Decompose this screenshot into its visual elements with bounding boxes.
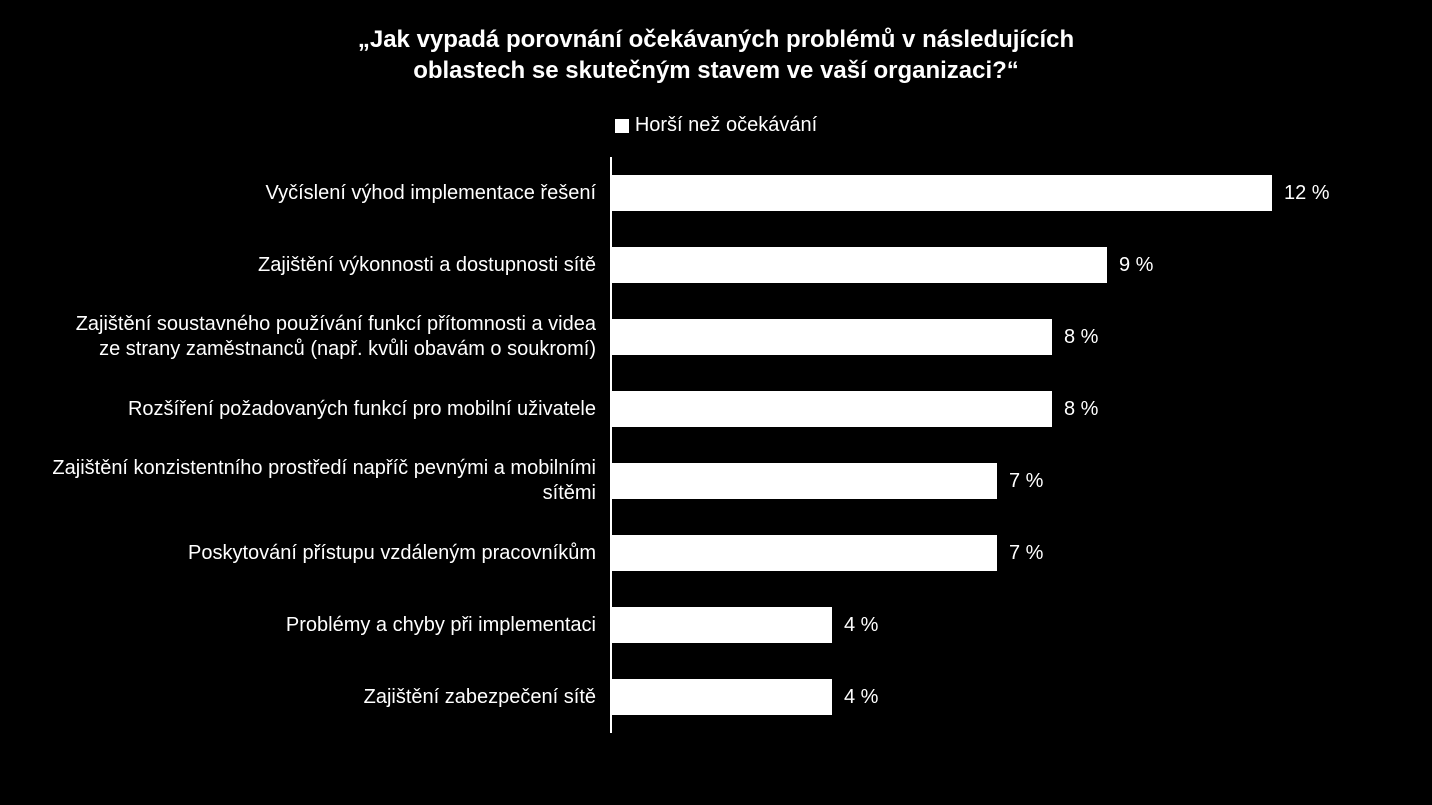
chart-title-line2: oblastech se skutečným stavem ve vaší or… (50, 55, 1382, 86)
category-label: Zajištění soustavného používání funkcí p… (50, 312, 610, 362)
bar-value-label: 7 % (1009, 470, 1043, 493)
bar-track: 7 % (610, 445, 1382, 517)
bar-row: Zajištění výkonnosti a dostupnosti sítě 9… (50, 229, 1382, 301)
bar-track: 4 % (610, 589, 1382, 661)
category-label: Vyčíslení výhod implementace řešení (50, 181, 610, 206)
bar-row: Zajištění konzistentního prostředí napří… (50, 445, 1382, 517)
bar-track: 8 % (610, 301, 1382, 373)
category-label: Problémy a chyby při implementaci (50, 613, 610, 638)
category-label: Poskytování přístupu vzdáleným pracovník… (50, 541, 610, 566)
category-label: Zajištění výkonnosti a dostupnosti sítě (50, 253, 610, 278)
chart-title-line1: „Jak vypadá porovnání očekávaných problé… (50, 24, 1382, 55)
chart-title: „Jak vypadá porovnání očekávaných problé… (50, 24, 1382, 86)
bar-value-label: 8 % (1064, 398, 1098, 421)
bar-track: 9 % (610, 229, 1382, 301)
bar-value-label: 12 % (1284, 182, 1330, 205)
bar-row: Zajištění zabezpečení sítě 4 % (50, 661, 1382, 733)
bar (612, 607, 832, 643)
bar-value-label: 7 % (1009, 542, 1043, 565)
bar-row: Vyčíslení výhod implementace řešení 12 % (50, 157, 1382, 229)
category-label: Rozšíření požadovaných funkcí pro mobiln… (50, 397, 610, 422)
legend-swatch-icon (615, 119, 629, 133)
bar-value-label: 4 % (844, 686, 878, 709)
bar-track: 8 % (610, 373, 1382, 445)
bar (612, 463, 997, 499)
bar-track: 4 % (610, 661, 1382, 733)
chart-plot-area: Vyčíslení výhod implementace řešení 12 % Z… (50, 157, 1382, 733)
bar-row: Zajištění soustavného používání funkcí p… (50, 301, 1382, 373)
bar (612, 535, 997, 571)
bar (612, 319, 1052, 355)
category-label: Zajištění zabezpečení sítě (50, 685, 610, 710)
bar (612, 175, 1272, 211)
bar-row: Poskytování přístupu vzdáleným pracovník… (50, 517, 1382, 589)
bar (612, 391, 1052, 427)
bar-value-label: 8 % (1064, 326, 1098, 349)
bar-value-label: 9 % (1119, 254, 1153, 277)
bar-row: Problémy a chyby při implementaci 4 % (50, 589, 1382, 661)
bar-track: 7 % (610, 517, 1382, 589)
bar (612, 247, 1107, 283)
chart-legend: Horší než očekávání (50, 114, 1382, 137)
legend-label: Horší než očekávání (635, 114, 817, 137)
bar-track: 12 % (610, 157, 1382, 229)
bar-chart: „Jak vypadá porovnání očekávaných problé… (50, 24, 1382, 733)
bar (612, 679, 832, 715)
bar-value-label: 4 % (844, 614, 878, 637)
category-label: Zajištění konzistentního prostředí napří… (50, 456, 610, 506)
bar-row: Rozšíření požadovaných funkcí pro mobiln… (50, 373, 1382, 445)
